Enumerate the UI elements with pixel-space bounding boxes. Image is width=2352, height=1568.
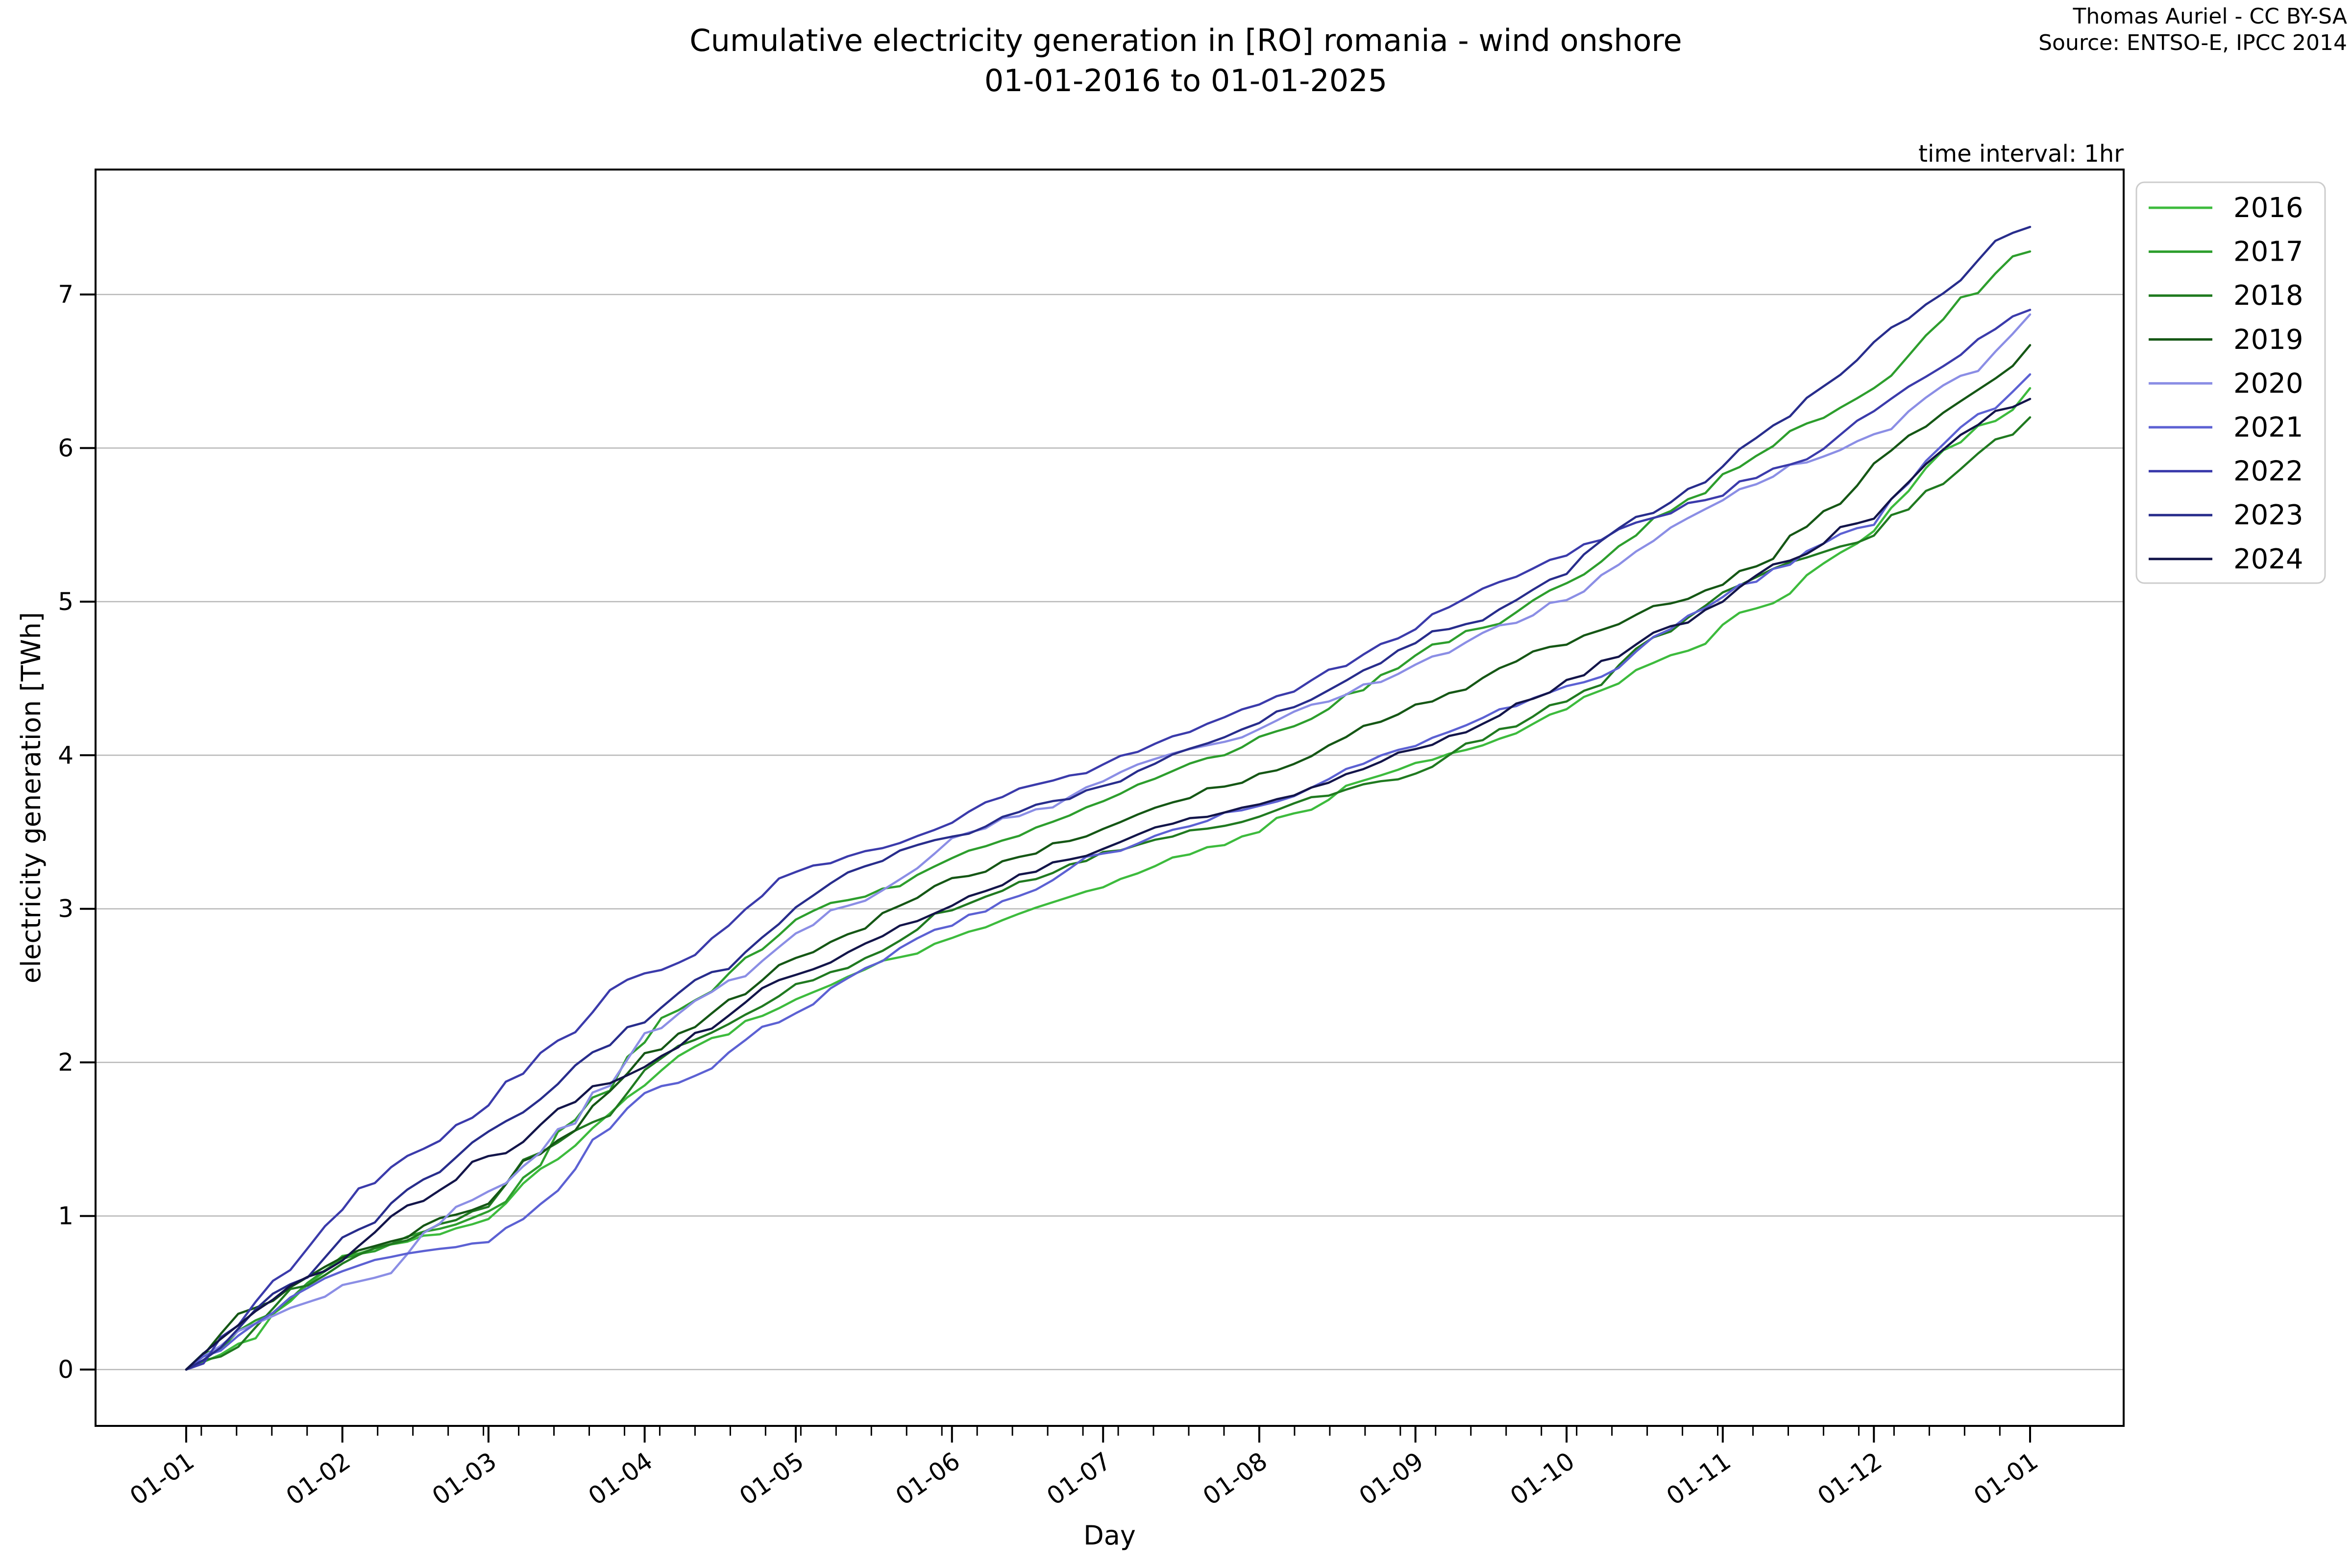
legend-box [2135, 181, 2326, 584]
svg-text:6: 6 [58, 434, 74, 462]
legend-item-2024: 2024 [2149, 543, 2303, 575]
series-line-2024 [185, 397, 2032, 1371]
svg-text:01-08: 01-08 [1198, 1446, 1273, 1511]
legend-label: 2019 [2233, 324, 2303, 356]
svg-text:0: 0 [58, 1355, 74, 1384]
svg-text:1: 1 [58, 1202, 74, 1230]
x-tick-labels: 01-01 01-02 01-03 01-04 01-05 01-06 01-07 01-08… [125, 1446, 2043, 1511]
y-tick-labels: 0 1 2 3 4 5 6 7 [58, 280, 74, 1384]
legend-label: 2021 [2233, 412, 2303, 443]
svg-text:01-09: 01-09 [1354, 1446, 1428, 1511]
svg-text:01-03: 01-03 [427, 1446, 501, 1511]
y-axis-label: electricity generation [TWh] [16, 612, 47, 983]
svg-text:3: 3 [58, 895, 74, 923]
svg-text:01-04: 01-04 [583, 1446, 658, 1511]
chart-subtitle: 01-01-2016 to 01-01-2025 [984, 63, 1388, 98]
legend-label: 2016 [2233, 192, 2303, 224]
series-line-2016 [185, 387, 2032, 1371]
series-line-2020 [185, 313, 2032, 1371]
plot-frame [95, 169, 2125, 1427]
legend-item-2019: 2019 [2149, 324, 2303, 356]
legend-item-2022: 2022 [2149, 456, 2303, 488]
legend-label: 2017 [2233, 236, 2303, 268]
x-axis-label: Day [1083, 1520, 1136, 1551]
legend-item-2016: 2016 [2149, 192, 2303, 224]
time-interval-annotation: time interval: 1hr [1918, 140, 2124, 168]
series-line-2018 [185, 416, 2032, 1371]
series-line-2023 [185, 225, 2032, 1371]
legend-label: 2022 [2233, 456, 2303, 488]
attribution-source: Source: ENTSO-E, IPCC 2014 [2038, 30, 2347, 55]
legend-item-2021: 2021 [2149, 412, 2303, 443]
legend-item-2020: 2020 [2149, 368, 2303, 399]
svg-text:01-01: 01-01 [125, 1446, 199, 1511]
svg-text:5: 5 [58, 588, 74, 616]
axis-ticks [80, 293, 2031, 1443]
legend-label: 2020 [2233, 368, 2303, 399]
svg-text:01-06: 01-06 [890, 1446, 965, 1511]
series-line-2021 [185, 373, 2032, 1371]
gridlines [96, 294, 2124, 1371]
legend-item-2023: 2023 [2149, 499, 2303, 531]
svg-text:01-12: 01-12 [1813, 1446, 1887, 1511]
svg-text:4: 4 [58, 741, 74, 769]
series-line-2022 [185, 309, 2032, 1371]
legend-label: 2018 [2233, 280, 2303, 312]
svg-text:7: 7 [58, 280, 74, 309]
attribution-author: Thomas Auriel - CC BY-SA [2073, 4, 2347, 29]
svg-text:01-07: 01-07 [1042, 1446, 1116, 1511]
legend-label: 2024 [2233, 543, 2303, 575]
svg-text:01-10: 01-10 [1505, 1446, 1580, 1511]
svg-text:01-01: 01-01 [1969, 1446, 2043, 1511]
svg-text:01-05: 01-05 [735, 1446, 809, 1511]
series-line-2017 [185, 250, 2032, 1371]
legend-item-2018: 2018 [2149, 280, 2303, 312]
chart-title: Cumulative electricity generation in [RO… [689, 23, 1682, 58]
series-line-2019 [185, 344, 2032, 1371]
svg-text:01-11: 01-11 [1661, 1446, 1736, 1511]
legend-label: 2023 [2233, 499, 2303, 531]
svg-text:2: 2 [58, 1048, 74, 1077]
legend-item-2017: 2017 [2149, 236, 2303, 268]
legend: 2016 2017 2018 2019 2020 2021 2022 2023 2024 [2135, 181, 2326, 584]
svg-text:01-02: 01-02 [281, 1446, 355, 1511]
series-lines [185, 225, 2032, 1371]
